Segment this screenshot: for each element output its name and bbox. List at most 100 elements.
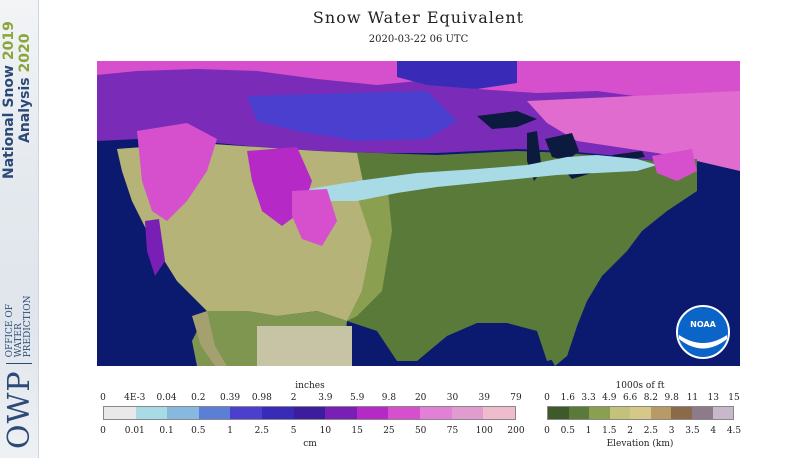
swe-swatch: [293, 407, 326, 419]
swe-swatch: [388, 407, 421, 419]
elev-swatch: [589, 407, 610, 419]
swe-legend-unit-top: inches: [295, 381, 325, 391]
swe-tick-label: 0.1: [159, 426, 174, 436]
elev-swatch: [548, 407, 569, 419]
hudson-bay-patch: [397, 61, 517, 89]
swe-tick-label: 0.01: [124, 426, 145, 436]
swe-tick-label: 100: [475, 426, 493, 436]
map-title: Snow Water Equivalent: [312, 8, 525, 27]
new-england-snow: [652, 149, 697, 181]
swe-tick-label: 0.98: [251, 393, 272, 403]
elev-tick-label: 3.5: [685, 426, 700, 436]
colorado-snow: [292, 189, 337, 246]
owp-block: OWP OFFICE OF WATER PREDICTION: [0, 258, 38, 458]
swe-legend-unit-bottom: cm: [303, 439, 317, 449]
sidebar-title-line2: Analysis: [17, 77, 33, 143]
swe-tick-label: 2.5: [254, 426, 270, 436]
elev-swatch: [691, 407, 713, 419]
snow-map: NOAA: [97, 61, 740, 366]
swe-tick-label: 10: [319, 426, 332, 436]
swe-tick-label: 0: [100, 426, 106, 436]
swe-tick-label: 0.2: [191, 393, 206, 403]
mexico-gray-block: [257, 326, 352, 366]
swe-tick-label: 50: [414, 426, 427, 436]
swe-tick-label: 0.5: [191, 426, 206, 436]
swe-swatch: [356, 407, 389, 419]
elev-legend-unit-bottom: Elevation (km): [606, 439, 674, 449]
swe-swatch: [262, 407, 294, 419]
swe-tick-label: 79: [510, 393, 522, 403]
swe-tick-label: 3.9: [318, 393, 333, 403]
swe-tick-label: 200: [507, 426, 525, 436]
swe-legend-colorbar: [103, 406, 516, 420]
elev-legend-colorbar: [547, 406, 734, 420]
swe-tick-label: 4E-3: [124, 393, 146, 403]
map-date: 2020-03-22 06 UTC: [368, 34, 469, 45]
swe-tick-label: 30: [446, 393, 459, 403]
swe-swatch: [167, 407, 199, 419]
elev-tick-label: 4: [710, 426, 717, 436]
noaa-logo: NOAA: [676, 305, 730, 359]
sidebar-title-line1: National Snow: [1, 65, 17, 179]
elev-tick-label: 9.8: [664, 393, 679, 403]
elev-tick-label: 6.6: [622, 393, 638, 403]
great-lakes: [477, 111, 537, 129]
rockies-snow: [137, 123, 217, 221]
elev-tick-label: 11: [686, 393, 699, 403]
elev-swatch: [630, 407, 651, 419]
elev-tick-label: 2: [627, 426, 633, 436]
elev-tick-label: 8.2: [643, 393, 659, 403]
prairie-snow: [247, 91, 457, 141]
swe-swatch: [198, 407, 231, 419]
sidebar-year1: 2019: [1, 21, 17, 61]
swe-swatch: [135, 407, 168, 419]
elev-legend-bottom-ticks: 0 0.5 1 1.5 2 2.5 3 3.5 4 4.5: [544, 426, 741, 438]
swe-swatch: [325, 407, 357, 419]
sidebar-title-block: National Snow 2019 Analysis 2020: [0, 6, 38, 179]
sidebar-title: National Snow 2019 Analysis 2020: [1, 9, 37, 179]
swe-tick-label: 0: [100, 393, 106, 403]
swe-tick-label: 39: [478, 393, 490, 403]
elev-swatch: [671, 407, 692, 419]
elev-tick-label: 15: [728, 393, 740, 403]
swe-legend-bottom-ticks: 0 0.01 0.1 0.5 1 2.5 5 10 15 25 50 75 100 200: [100, 426, 524, 438]
northern-us-snow: [297, 155, 657, 201]
elev-tick-label: 3.3: [581, 393, 596, 403]
swe-legend-top-ticks: 0 4E-3 0.04 0.2 0.39 0.98 2 3.9 5.9 9.8 20 30 39 79: [100, 393, 522, 405]
elev-tick-label: 1.6: [560, 393, 575, 403]
sidebar-year2: 2020: [17, 33, 33, 73]
florida: [537, 321, 577, 366]
swe-tick-label: 2: [290, 393, 297, 403]
elev-tick-label: 1.5: [602, 426, 617, 436]
swe-tick-label: 5: [290, 426, 297, 436]
swe-tick-label: 5.9: [349, 393, 365, 403]
elev-tick-label: 0.5: [560, 426, 575, 436]
owp-org-name: OFFICE OF WATER PREDICTION: [5, 295, 33, 358]
swe-tick-label: 20: [414, 393, 427, 403]
elev-legend-unit-top: 1000s of ft: [615, 381, 665, 391]
swe-swatch: [420, 407, 452, 419]
elev-swatch: [712, 407, 734, 419]
owp-logo-block: OWP OFFICE OF WATER PREDICTION: [1, 259, 37, 450]
elev-tick-label: 13: [707, 393, 719, 403]
swe-tick-label: 0.04: [156, 393, 177, 403]
swe-swatch: [230, 407, 263, 419]
swe-tick-label: 9.8: [381, 393, 397, 403]
elev-tick-label: 1: [585, 426, 592, 436]
baja: [192, 311, 227, 366]
org-line3: PREDICTION: [22, 295, 33, 358]
elev-tick-label: 4.5: [726, 426, 742, 436]
swe-tick-label: 1: [227, 426, 233, 436]
elev-swatch: [568, 407, 590, 419]
owp-divider: [6, 363, 32, 365]
swe-tick-label: 0.39: [220, 393, 241, 403]
elev-tick-label: 0: [544, 393, 550, 403]
noaa-label: NOAA: [690, 320, 716, 329]
owp-logo: OWP: [1, 370, 37, 449]
swe-swatch: [451, 407, 484, 419]
elev-tick-label: 2.5: [643, 426, 659, 436]
swe-swatch: [483, 407, 515, 419]
swe-tick-label: 15: [351, 426, 363, 436]
lake-huron: [545, 133, 579, 161]
swe-tick-label: 25: [383, 426, 395, 436]
